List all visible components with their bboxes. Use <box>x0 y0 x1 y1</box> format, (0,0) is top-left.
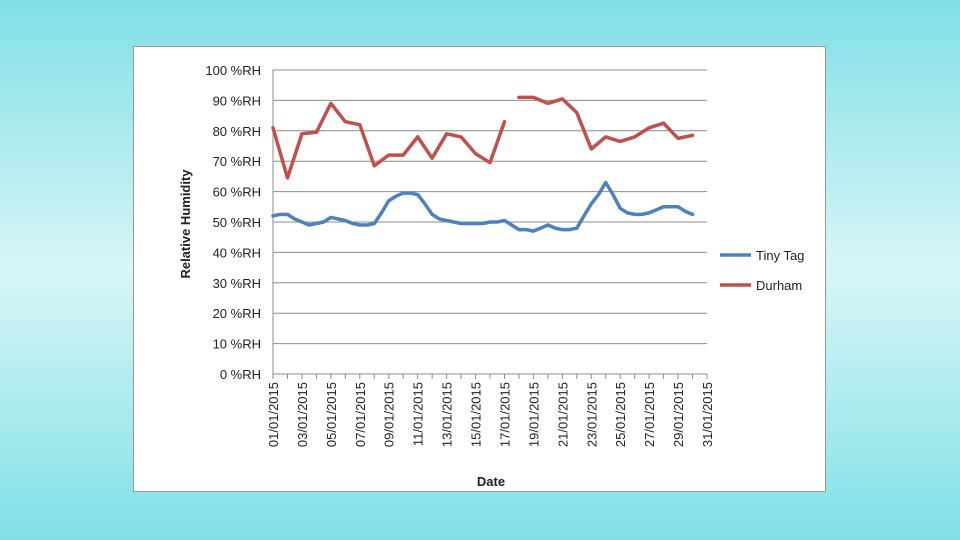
x-tick-label: 07/01/2015 <box>353 382 368 447</box>
x-axis-title: Date <box>477 474 505 489</box>
x-tick-label: 31/01/2015 <box>700 382 715 447</box>
x-tick-label: 13/01/2015 <box>440 382 455 447</box>
y-tick-label: 0 %RH <box>220 367 261 382</box>
y-tick-label: 20 %RH <box>213 306 261 321</box>
x-tick-label: 19/01/2015 <box>526 382 541 447</box>
y-tick-label: 40 %RH <box>213 245 261 260</box>
x-tick-label: 25/01/2015 <box>613 382 628 447</box>
x-tick-label: 01/01/2015 <box>266 382 281 447</box>
x-tick-label: 05/01/2015 <box>324 382 339 447</box>
y-tick-label: 90 %RH <box>213 93 261 108</box>
y-axis-title: Relative Humidity <box>178 169 193 279</box>
y-tick-label: 100 %RH <box>205 63 261 78</box>
humidity-line-chart: 0 %RH 10 %RH 20 %RH 30 %RH 40 %RH 50 %RH 60 %R… <box>178 63 804 489</box>
x-tick-label: 21/01/2015 <box>555 382 570 447</box>
legend-label: Durham <box>756 278 802 293</box>
y-tick-label: 70 %RH <box>213 154 261 169</box>
y-tick-label: 50 %RH <box>213 215 261 230</box>
series-line-durham <box>517 95 695 151</box>
x-tick-label: 23/01/2015 <box>584 382 599 447</box>
y-tick-label: 80 %RH <box>213 124 261 139</box>
series-line-tiny-tag <box>271 180 695 233</box>
x-tick-label: 17/01/2015 <box>497 382 512 447</box>
legend-label: Tiny Tag <box>756 248 804 263</box>
series-line-durham <box>271 101 507 180</box>
x-tick-label: 09/01/2015 <box>382 382 397 447</box>
x-tick-label: 11/01/2015 <box>411 382 426 446</box>
chart-panel: 0 %RH 10 %RH 20 %RH 30 %RH 40 %RH 50 %RH 60 %R… <box>133 46 826 492</box>
y-tick-label: 30 %RH <box>213 276 261 291</box>
legend: Tiny Tag Durham <box>720 248 804 293</box>
x-tick-label: 29/01/2015 <box>671 382 686 447</box>
y-tick-label: 60 %RH <box>213 185 261 200</box>
y-tick-label: 10 %RH <box>213 337 261 352</box>
x-tick-label: 03/01/2015 <box>295 382 310 447</box>
x-tick-label: 27/01/2015 <box>642 382 657 447</box>
x-tick-label: 15/01/2015 <box>469 382 484 447</box>
